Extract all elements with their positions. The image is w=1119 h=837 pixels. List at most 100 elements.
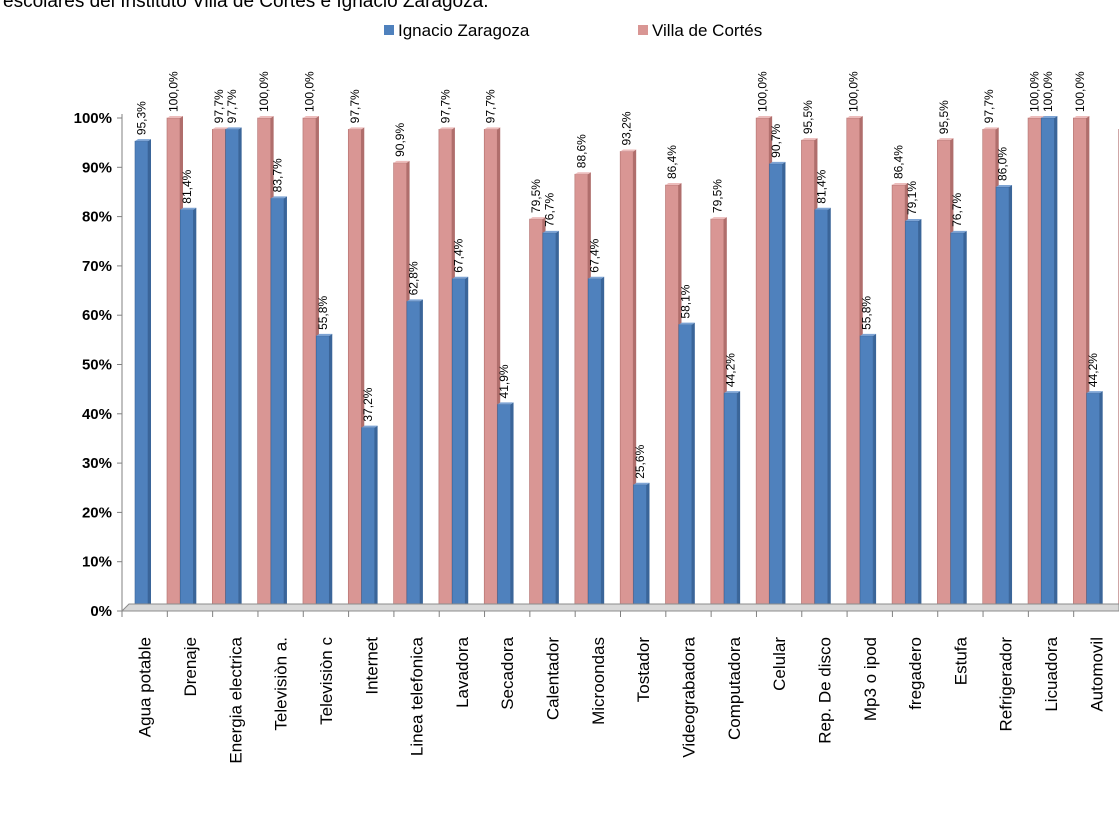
data-label: 100,0% — [302, 71, 316, 112]
data-label: 100,0% — [257, 71, 271, 112]
data-label: 100,0% — [846, 71, 860, 112]
data-label: 76,7% — [542, 193, 556, 227]
bar-ignacio-zaragoza: 97,7% — [225, 89, 242, 612]
x-tick-label: Estufa — [951, 636, 970, 685]
bar-ignacio-zaragoza: 44,2% — [1086, 353, 1103, 612]
y-tick-label: 60% — [82, 307, 112, 324]
bar-front — [393, 162, 407, 612]
data-label: 97,7% — [212, 89, 226, 123]
data-label: 97,7% — [348, 89, 362, 123]
bar-front — [801, 139, 815, 612]
bar-front — [587, 278, 602, 612]
bar-front — [347, 129, 362, 612]
bar-ignacio-zaragoza: 79,1% — [905, 181, 922, 612]
bar-front — [859, 335, 874, 612]
data-label: 25,6% — [633, 444, 647, 478]
bar-side — [918, 219, 922, 612]
bar-top — [1073, 116, 1090, 118]
bar-front — [497, 404, 511, 612]
x-tick-label: Linea telefonica — [408, 636, 427, 756]
bar-front — [166, 117, 181, 612]
bar-top — [678, 322, 695, 325]
bar-top — [588, 276, 605, 279]
bar-top — [452, 276, 469, 279]
bar-ignacio-zaragoza: 67,4% — [451, 238, 469, 612]
bar-top — [135, 139, 151, 142]
bar-ignacio-zaragoza: 81,4% — [814, 169, 831, 612]
y-tick-label: 30% — [82, 455, 112, 472]
x-tick-label: Automovil — [1087, 637, 1106, 712]
data-label: 83,7% — [270, 158, 284, 192]
bar-front — [212, 129, 226, 612]
bar-side — [963, 230, 967, 611]
data-label: 86,0% — [996, 147, 1010, 181]
bar-side — [329, 333, 333, 611]
bar-top — [348, 127, 365, 130]
bar-front — [814, 209, 829, 612]
x-tick-label: Tostador — [634, 637, 653, 703]
bar-front — [619, 151, 634, 612]
data-label: 100,0% — [167, 71, 181, 112]
bar-ignacio-zaragoza: 86,0% — [995, 147, 1013, 612]
x-tick-label: Agua potable — [136, 637, 155, 737]
bar-top — [257, 116, 274, 118]
y-tick-label: 10% — [82, 554, 112, 571]
data-label: 93,2% — [620, 111, 634, 145]
bar-front — [678, 324, 693, 612]
bar-side — [193, 207, 197, 611]
bar-front — [905, 220, 919, 612]
bar-top — [633, 482, 650, 485]
bar-ignacio-zaragoza: 81,4% — [180, 169, 197, 612]
bar-top — [937, 138, 954, 141]
y-tick-label: 40% — [82, 406, 112, 423]
bar-front — [451, 278, 466, 612]
bar-side — [465, 276, 469, 611]
bar-side — [873, 333, 877, 611]
bar-side — [737, 391, 741, 611]
y-tick-label: 90% — [82, 159, 112, 176]
data-label: 76,7% — [950, 193, 964, 227]
data-label: 81,4% — [180, 169, 194, 203]
data-label: 79,1% — [905, 181, 919, 215]
bar-top — [710, 217, 727, 220]
bar-top — [665, 183, 682, 186]
bar-front — [1027, 117, 1042, 612]
y-tick-label: 0% — [90, 603, 112, 620]
bar-front — [995, 186, 1010, 612]
bar-ignacio-zaragoza: 41,9% — [497, 364, 514, 612]
data-label: 44,2% — [724, 353, 738, 387]
bar-front — [406, 301, 421, 612]
bar-front — [134, 140, 149, 612]
bar-ignacio-zaragoza: 37,2% — [361, 387, 378, 612]
bar-top — [212, 127, 229, 130]
y-axis: 0% 10% 20% 30% 40% 50% 60% 70% 80% 90% 100% — [74, 110, 123, 620]
bar-top — [180, 207, 197, 210]
x-tick-label: Videograbadora — [679, 636, 698, 757]
bar-top — [1041, 116, 1058, 118]
data-label: 95,5% — [801, 100, 815, 134]
bar-front — [769, 163, 783, 612]
bar-top — [1028, 116, 1045, 118]
bar-front — [1073, 117, 1087, 612]
x-tick-label: Calentador — [544, 637, 563, 721]
bar-side — [1054, 116, 1058, 611]
data-label: 97,7% — [225, 89, 239, 123]
data-label: 58,1% — [678, 284, 692, 318]
bar-side — [1099, 391, 1103, 611]
data-label: 79,5% — [529, 179, 543, 213]
data-label: 88,6% — [574, 134, 588, 168]
bar-ignacio-zaragoza: 100,0% — [1041, 71, 1058, 612]
data-label: 90,9% — [393, 123, 407, 157]
bar-top — [724, 391, 741, 394]
legend-swatch — [638, 25, 648, 35]
bar-side — [238, 127, 242, 612]
bar-top — [225, 127, 242, 130]
x-tick-label: Rep. De disco — [815, 637, 834, 744]
data-label: 79,5% — [710, 179, 724, 213]
x-axis: Agua potable Drenaje Energia electrica Tele… — [120, 603, 1119, 764]
bar-top — [1086, 391, 1103, 394]
bar-side — [555, 230, 559, 611]
bar-front — [723, 392, 738, 612]
bar-front — [755, 117, 770, 612]
